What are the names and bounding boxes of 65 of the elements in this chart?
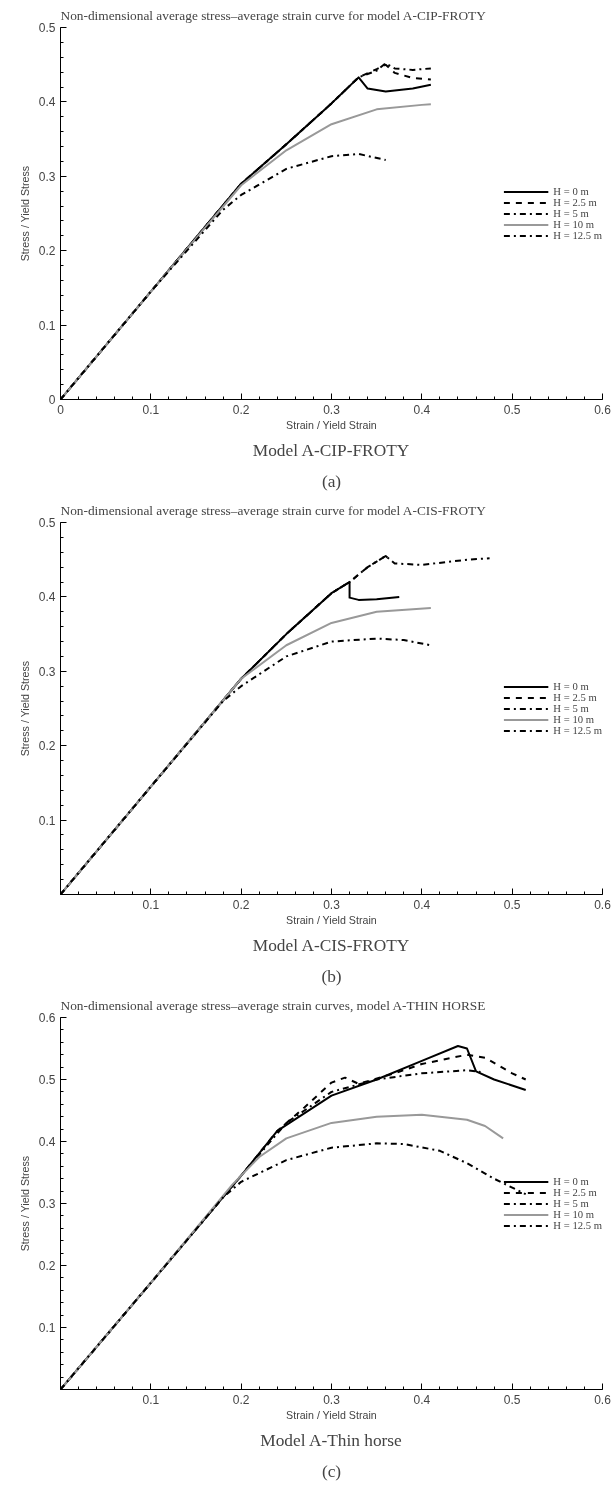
legend-label: H = 2.5 m [553, 1186, 597, 1198]
x-tick-label: 0.4 [413, 897, 431, 912]
x-tick-label: 0.1 [142, 897, 160, 912]
x-tick-label: 0.2 [232, 897, 250, 912]
text: (b) [321, 966, 342, 986]
y-tick-label: 0.5 [38, 516, 56, 530]
y-tick-label: 0.1 [38, 813, 56, 828]
x-tick-label: 0.4 [413, 1392, 431, 1407]
legend-label: H = 5 m [553, 702, 589, 714]
legend-label: H = 12.5 m [553, 1219, 602, 1231]
legend-label: H = 10 m [553, 218, 595, 230]
x-tick-label: 0.3 [323, 402, 341, 417]
y-tick-label: 0.6 [38, 1011, 56, 1025]
text: Model A-CIS-FROTY [252, 935, 410, 955]
x-tick-label: 0.3 [323, 897, 341, 912]
x-axis-title: Strain / Yield Strain [286, 913, 377, 926]
y-tick-label: 0.2 [38, 244, 56, 259]
y-tick-label: 0.2 [38, 1259, 56, 1273]
x-tick-label: 0.5 [503, 897, 521, 912]
x-axis-title: Strain / Yield Strain [286, 418, 377, 431]
text: Model A-CIP-FROTY [252, 440, 410, 460]
x-tick-label: 0.3 [323, 1392, 341, 1407]
x-tick-label: 0.6 [594, 402, 612, 417]
y-tick-label: 0.4 [38, 1135, 56, 1149]
x-tick-label: 0.1 [142, 1392, 160, 1407]
legend-label: H = 12.5 m [553, 229, 602, 241]
chart-title: Non-dimensional average stress–average strain curve for model A-CIP-FROTY [60, 7, 487, 23]
chart-title: Non-dimensional average stress–average strain curves, model A-THIN HORSE [60, 997, 486, 1013]
x-tick-label: 0.2 [232, 402, 250, 417]
x-tick-label: 0.2 [232, 1392, 250, 1407]
text: (a) [321, 471, 342, 491]
text: Model A-Thin horse [260, 1430, 403, 1450]
legend-label: H = 2.5 m [553, 196, 597, 208]
legend-label: H = 5 m [553, 207, 589, 219]
x-tick-label: 0.4 [413, 402, 431, 417]
chart-title: Non-dimensional average stress–average strain curve for model A-CIS-FROTY [60, 502, 487, 518]
x-tick-label: 0.6 [594, 897, 612, 912]
y-tick-label: 0.4 [38, 590, 56, 605]
y-tick-label: 0.3 [38, 169, 56, 184]
y-axis-title: Stress / Yield Stress [18, 165, 31, 262]
y-tick-label: 0.3 [38, 664, 56, 679]
y-tick-label: 0.5 [38, 1073, 56, 1087]
legend-label: H = 10 m [553, 713, 595, 725]
x-tick-label: 0.1 [142, 402, 160, 417]
legend-label: H = 12.5 m [553, 724, 602, 736]
text: (c) [321, 1461, 342, 1481]
x-tick-label: 0.5 [503, 1392, 521, 1407]
x-tick-label: 0.5 [503, 402, 521, 417]
legend-label: H = 0 m [553, 1175, 589, 1187]
x-axis-title: Strain / Yield Strain [286, 1408, 377, 1421]
y-tick-label: 0.2 [38, 739, 56, 754]
y-tick-label: 0 [48, 393, 56, 407]
y-axis-title: Stress / Yield Stress [18, 1155, 31, 1252]
legend-label: H = 5 m [553, 1197, 589, 1209]
y-tick-label: 0.3 [38, 1197, 56, 1211]
legend-label: H = 0 m [553, 185, 589, 197]
y-tick-label: 0.5 [38, 21, 56, 35]
legend-label: H = 0 m [553, 680, 589, 692]
x-tick-label: 0.6 [594, 1392, 612, 1407]
legend-label: H = 10 m [553, 1208, 595, 1220]
y-tick-label: 0.1 [38, 1321, 56, 1335]
y-tick-label: 0.4 [38, 95, 56, 110]
legend-label: H = 2.5 m [553, 691, 597, 703]
y-tick-label: 0.1 [38, 318, 56, 333]
y-axis-title: Stress / Yield Stress [18, 660, 31, 757]
